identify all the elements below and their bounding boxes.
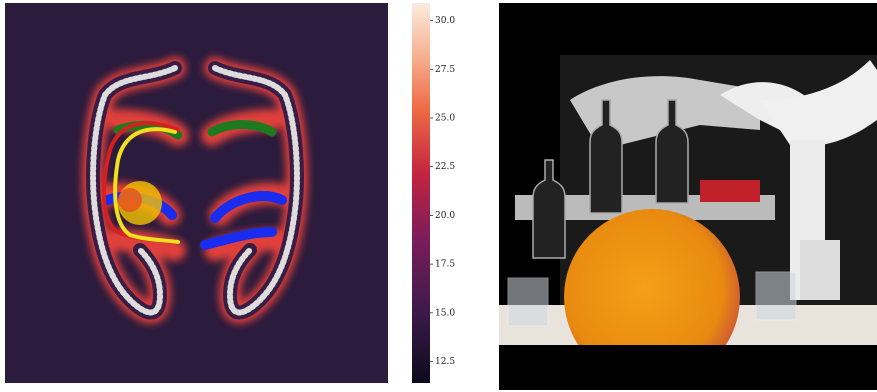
colorbar-tick-label: 27.5 [435,65,455,75]
robot-photo [499,3,877,390]
colorbar [412,3,430,383]
colorbar-tick-label: 22.5 [435,162,455,172]
figure: 30.0 27.5 25.0 22.5 20.0 17.5 15.0 12.5 [0,0,877,392]
colorbar-tick-label: 30.0 [435,16,455,26]
heatmap [5,3,388,383]
colorbar-tick-label: 15.0 [435,308,455,318]
colorbar-tick-label: 12.5 [435,357,455,367]
colorbar-tick-label: 25.0 [435,113,455,123]
colorbar-tick-label: 20.0 [435,211,455,221]
colorbar-tick-label: 17.5 [435,260,455,270]
